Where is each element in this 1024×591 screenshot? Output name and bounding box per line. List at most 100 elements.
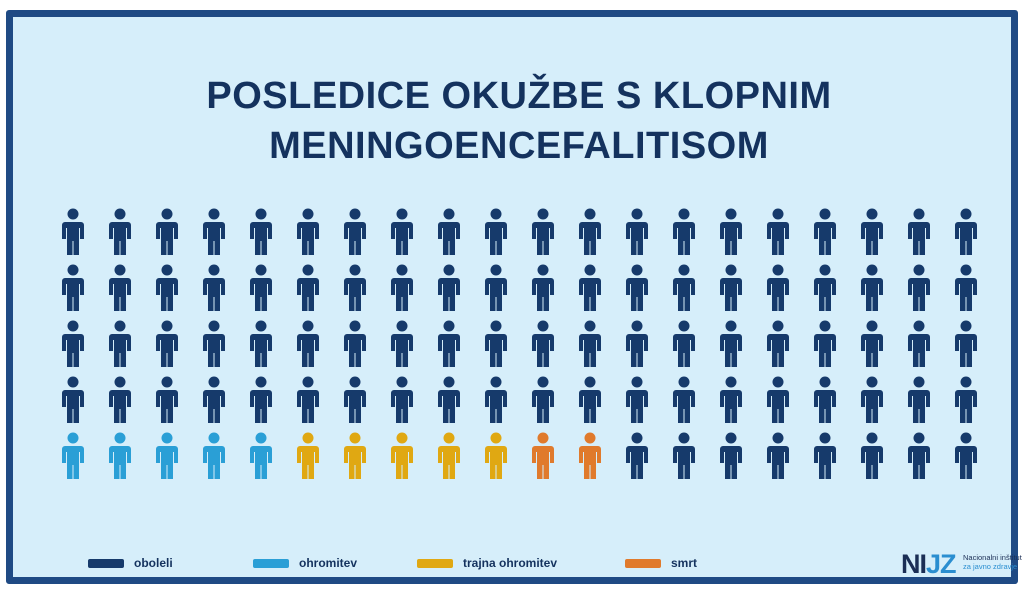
legend-swatch-oboleli <box>88 559 124 568</box>
person-icon-oboleli <box>767 320 789 367</box>
person-icon-oboleli <box>156 264 178 311</box>
person-icon-oboleli <box>485 264 507 311</box>
person-icon-oboleli <box>673 208 695 255</box>
person-icon-oboleli <box>62 376 84 423</box>
person-icon-ohromitev <box>109 432 131 479</box>
person-icon-oboleli <box>344 376 366 423</box>
person-icon-oboleli <box>814 320 836 367</box>
person-icon-oboleli <box>203 264 225 311</box>
person-icon-oboleli <box>438 208 460 255</box>
person-icon-ohromitev <box>62 432 84 479</box>
person-icon-oboleli <box>203 320 225 367</box>
person-icon-oboleli <box>297 208 319 255</box>
person-icon-oboleli <box>720 264 742 311</box>
person-icon-oboleli <box>626 208 648 255</box>
person-icon-oboleli <box>485 208 507 255</box>
logo-mark-ni: NI <box>901 549 927 579</box>
person-icon-oboleli <box>438 320 460 367</box>
person-icon-oboleli <box>62 320 84 367</box>
person-icon-oboleli <box>203 208 225 255</box>
person-icon-oboleli <box>908 376 930 423</box>
person-icon-oboleli <box>62 208 84 255</box>
person-icon-oboleli <box>532 208 554 255</box>
person-icon-oboleli <box>156 320 178 367</box>
person-icon-oboleli <box>391 376 413 423</box>
title-line-2: MENINGOENCEFALITISOM <box>269 125 769 167</box>
person-icon-oboleli <box>250 320 272 367</box>
person-icon-oboleli <box>955 432 977 479</box>
person-icon-oboleli <box>814 264 836 311</box>
person-icon-oboleli <box>250 376 272 423</box>
legend-swatch-trajna-ohromitev <box>417 559 453 568</box>
person-icon-oboleli <box>344 208 366 255</box>
person-icon-oboleli <box>250 264 272 311</box>
person-icon-oboleli <box>720 320 742 367</box>
legend-label-trajna-ohromitev: trajna ohromitev <box>463 556 558 570</box>
person-icon-oboleli <box>626 376 648 423</box>
logo-text: Nacionalni inštitut za javno zdravje <box>963 553 1024 571</box>
pictogram-grid <box>62 208 977 479</box>
person-icon-oboleli <box>673 320 695 367</box>
person-icon-oboleli <box>62 264 84 311</box>
person-icon-oboleli <box>391 320 413 367</box>
person-icon-ohromitev <box>250 432 272 479</box>
person-icon-oboleli <box>579 208 601 255</box>
nijz-logo: NIJZ Nacionalni inštitut za javno zdravj… <box>901 545 1024 585</box>
person-icon-smrt <box>579 432 601 479</box>
person-icon-oboleli <box>955 376 977 423</box>
person-icon-oboleli <box>814 208 836 255</box>
person-icon-oboleli <box>861 320 883 367</box>
logo-mark-jz: JZ <box>926 549 956 579</box>
person-icon-trajna-ohromitev <box>297 432 319 479</box>
person-icon-oboleli <box>908 264 930 311</box>
person-icon-oboleli <box>673 432 695 479</box>
infographic-frame: POSLEDICE OKUŽBE S KLOPNIM MENINGOENCEFA… <box>6 10 1022 584</box>
person-icon-oboleli <box>626 264 648 311</box>
person-icon-oboleli <box>532 376 554 423</box>
person-icon-oboleli <box>532 320 554 367</box>
person-icon-oboleli <box>861 264 883 311</box>
person-icon-oboleli <box>579 320 601 367</box>
legend-label-oboleli: oboleli <box>134 556 173 570</box>
person-icon-oboleli <box>532 264 554 311</box>
person-icon-oboleli <box>814 432 836 479</box>
person-icon-trajna-ohromitev <box>391 432 413 479</box>
person-icon-oboleli <box>626 432 648 479</box>
person-icon-oboleli <box>391 208 413 255</box>
person-icon-trajna-ohromitev <box>438 432 460 479</box>
logo-text-line1: Nacionalni inštitut <box>963 553 1022 562</box>
person-icon-oboleli <box>109 376 131 423</box>
logo-text-prefix: za <box>963 562 974 571</box>
person-icon-oboleli <box>250 208 272 255</box>
person-icon-oboleli <box>109 264 131 311</box>
legend-swatch-ohromitev <box>253 559 289 568</box>
person-icon-oboleli <box>156 376 178 423</box>
person-icon-ohromitev <box>156 432 178 479</box>
person-icon-oboleli <box>673 376 695 423</box>
person-icon-oboleli <box>720 376 742 423</box>
person-icon-oboleli <box>297 376 319 423</box>
person-icon-oboleli <box>109 320 131 367</box>
logo-mark: NIJZ <box>901 547 956 581</box>
logo-text-bold: javno zdravje <box>973 562 1018 571</box>
person-icon-oboleli <box>626 320 648 367</box>
person-icon-oboleli <box>908 320 930 367</box>
person-icon-oboleli <box>908 432 930 479</box>
person-icon-oboleli <box>861 432 883 479</box>
person-icon-trajna-ohromitev <box>344 432 366 479</box>
person-icon-oboleli <box>955 320 977 367</box>
person-icon-oboleli <box>814 376 836 423</box>
person-icon-oboleli <box>720 432 742 479</box>
person-icon-oboleli <box>109 208 131 255</box>
logo-text-line2: za javno zdravje <box>963 562 1024 571</box>
legend-label-smrt: smrt <box>671 556 698 570</box>
person-icon-oboleli <box>767 376 789 423</box>
person-icon-oboleli <box>720 208 742 255</box>
person-icon-oboleli <box>673 264 695 311</box>
person-icon-oboleli <box>391 264 413 311</box>
legend-label-ohromitev: ohromitev <box>299 556 358 570</box>
person-icon-oboleli <box>579 376 601 423</box>
person-icon-oboleli <box>485 320 507 367</box>
person-icon-oboleli <box>297 264 319 311</box>
person-icon-oboleli <box>861 376 883 423</box>
